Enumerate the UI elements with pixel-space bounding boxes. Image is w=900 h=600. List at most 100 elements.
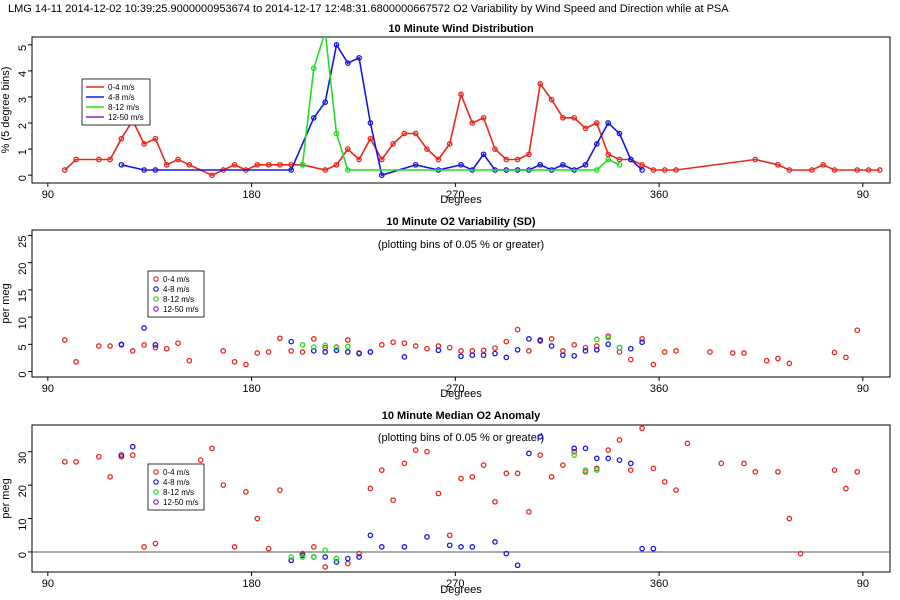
data-point-8-12 [299, 554, 306, 560]
data-point-0-4 [786, 515, 793, 522]
data-point-4-8 [288, 167, 295, 173]
chart-annotation: (plotting bins of 0.05 % or greater) [378, 239, 544, 251]
y-tick-label: 5 [17, 45, 29, 51]
chart-title: 10 Minute Median O2 Anomaly [382, 410, 541, 422]
legend-label: 4-8 m/s [108, 93, 135, 102]
x-tick-label: 360 [650, 578, 668, 590]
data-point-0-4 [73, 458, 79, 465]
data-point-4-8 [526, 450, 532, 457]
data-point-0-4 [265, 545, 272, 552]
data-point-0-4 [843, 485, 849, 492]
data-point-4-8 [129, 443, 136, 450]
data-point-4-8 [480, 352, 487, 359]
data-point-0-4 [752, 156, 759, 163]
data-point-0-4 [95, 156, 102, 163]
data-point-4-8 [593, 346, 600, 353]
data-point-8-12 [605, 156, 612, 163]
data-point-0-4 [458, 348, 464, 354]
x-tick-label: 90 [42, 189, 54, 201]
data-point-0-4 [560, 114, 566, 121]
data-point-0-4 [503, 338, 510, 345]
series-line-0-4 [64, 81, 880, 177]
data-point-0-4 [661, 167, 668, 173]
data-point-4-8 [639, 545, 645, 552]
data-point-4-8 [446, 542, 453, 549]
data-point-4-8 [458, 544, 464, 550]
data-point-0-4 [412, 343, 419, 349]
legend-label: 12-50 m/s [163, 305, 199, 314]
data-point-0-4 [876, 167, 883, 173]
data-point-0-4 [605, 151, 612, 158]
legend-box [147, 463, 205, 511]
x-tick-label: 360 [650, 383, 668, 395]
data-point-4-8 [356, 554, 362, 560]
data-point-4-8 [526, 336, 532, 342]
legend-label: 8-12 m/s [163, 488, 194, 497]
data-point-4-8 [401, 354, 408, 360]
data-point-0-4 [526, 348, 532, 354]
x-tick-label: 90 [857, 578, 869, 590]
series-0-4 [61, 81, 883, 179]
data-point-0-4 [254, 161, 261, 168]
data-point-0-4 [854, 327, 861, 334]
data-point-0-4 [571, 448, 578, 455]
x-tick-label: 270 [446, 383, 464, 395]
data-point-0-4 [197, 457, 204, 463]
data-point-0-4 [616, 349, 623, 355]
data-point-4-8 [458, 353, 464, 360]
data-point-0-4 [480, 462, 487, 468]
y-tick-label: 10 [17, 317, 29, 329]
data-point-0-4 [843, 354, 849, 361]
data-point-0-4 [786, 167, 793, 173]
data-point-0-4 [639, 425, 645, 432]
data-point-4-8 [367, 532, 374, 539]
data-point-0-4 [707, 349, 713, 355]
data-point-0-4 [141, 544, 147, 550]
data-point-0-4 [322, 564, 329, 570]
series-line-4-8 [121, 42, 643, 177]
data-point-4-8 [344, 349, 351, 355]
data-point-0-4 [163, 161, 170, 168]
data-point-0-4 [141, 141, 147, 147]
data-point-4-8 [310, 114, 317, 121]
data-point-0-4 [243, 488, 249, 495]
data-point-4-8 [141, 325, 147, 331]
data-point-0-4 [310, 336, 317, 342]
data-point-8-12 [616, 161, 623, 168]
data-point-0-4 [107, 156, 113, 163]
plot-frame [31, 424, 891, 573]
legend-label: 4-8 m/s [163, 285, 190, 294]
data-point-0-4 [775, 468, 781, 475]
x-tick-label: 180 [242, 578, 260, 590]
data-point-8-12 [333, 344, 340, 351]
data-point-0-4 [673, 348, 679, 354]
data-point-0-4 [752, 468, 759, 475]
data-point-0-4 [73, 358, 79, 365]
data-point-0-4 [367, 135, 374, 142]
data-point-0-4 [265, 349, 272, 355]
data-point-0-4 [582, 125, 589, 132]
data-point-0-4 [616, 437, 623, 443]
data-point-4-8 [322, 99, 329, 106]
data-point-0-4 [627, 356, 634, 363]
y-tick-label: 30 [17, 452, 29, 464]
data-point-8-12 [322, 547, 329, 554]
data-point-0-4 [254, 515, 261, 522]
data-point-4-8 [367, 120, 374, 126]
data-point-4-8 [605, 455, 612, 462]
data-point-8-12 [299, 161, 306, 168]
x-tick-label: 180 [242, 189, 260, 201]
data-point-0-4 [424, 345, 430, 352]
data-point-4-8 [537, 337, 544, 343]
data-point-8-12 [593, 336, 600, 343]
data-point-0-4 [526, 509, 532, 515]
data-point-0-4 [356, 156, 362, 163]
data-point-0-4 [186, 161, 193, 168]
data-point-0-4 [854, 468, 861, 475]
y-tick-label: 1 [17, 149, 29, 155]
data-point-4-8 [152, 342, 159, 348]
data-point-0-4 [627, 467, 634, 473]
data-point-0-4 [514, 470, 521, 477]
data-point-4-8 [469, 544, 476, 550]
data-point-0-4 [401, 460, 408, 467]
